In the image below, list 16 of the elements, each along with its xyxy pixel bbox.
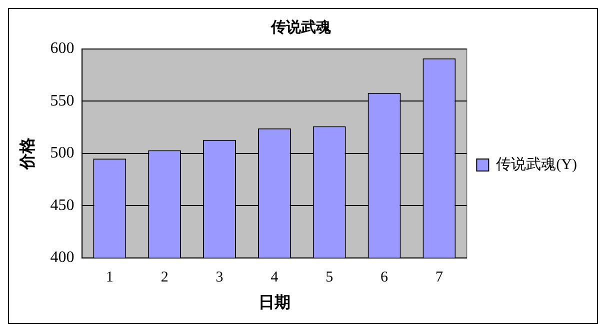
y-axis-title: 价格: [18, 136, 37, 170]
x-tick-label: 2: [160, 270, 168, 286]
x-tick-label: 4: [270, 270, 279, 286]
x-tick-label: 3: [216, 270, 224, 286]
x-tick-label: 6: [380, 270, 389, 286]
y-tick-label: 600: [50, 40, 74, 58]
y-tick-label: 550: [50, 92, 74, 110]
x-tick-label: 5: [326, 270, 334, 286]
x-tick-label: 1: [106, 270, 114, 286]
y-tick-label: 500: [50, 144, 74, 162]
x-tick-label: 7: [435, 270, 444, 286]
y-tick-label: 400: [50, 249, 74, 266]
legend-label: 传说武魂(Y): [496, 156, 578, 173]
y-tick-label: 450: [50, 196, 74, 214]
chart-title: 传说武魂: [270, 18, 331, 36]
x-axis-title: 日期: [258, 294, 290, 312]
